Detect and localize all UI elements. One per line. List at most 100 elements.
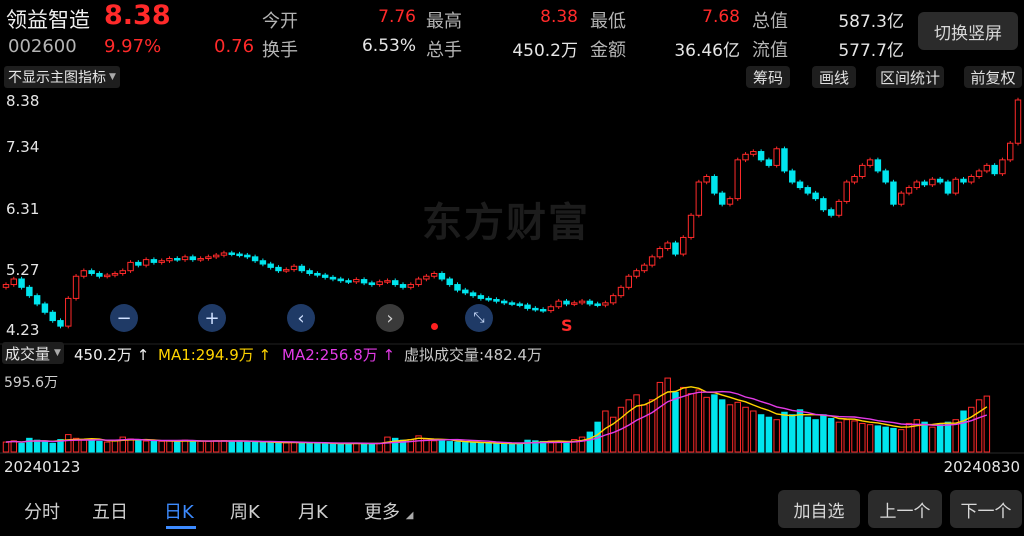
candle-body: [259, 260, 267, 265]
volume-bar: [26, 437, 33, 453]
add-watchlist-button[interactable]: 加自选: [778, 490, 860, 528]
stat-value-float: 577.7亿: [838, 41, 904, 61]
volume-bar: [80, 439, 88, 453]
stat-label-high: 最高: [426, 11, 462, 32]
volume-bar: [392, 437, 399, 453]
volume-bar: [298, 442, 306, 453]
candle-body: [983, 164, 991, 172]
volume-bar: [680, 386, 687, 453]
candle-body: [594, 303, 601, 306]
candle-body: [10, 278, 18, 286]
volume-bar: [454, 441, 461, 453]
candle-body: [166, 258, 173, 262]
zoom-out-icon[interactable]: −: [110, 304, 138, 332]
volume-bar: [547, 440, 555, 453]
volume-bar: [726, 404, 734, 453]
scroll-right-icon[interactable]: ›: [376, 304, 404, 332]
candle-body: [236, 253, 243, 257]
stat-label-amount: 金额: [590, 40, 626, 61]
tab-five-day[interactable]: 五日: [92, 502, 128, 523]
volume-bar: [72, 437, 80, 453]
candle-body: [680, 236, 687, 255]
candle-body: [571, 302, 578, 305]
volume-bar: [571, 439, 578, 453]
candle-body: [586, 300, 594, 305]
up-arrow-icon: ↑: [382, 346, 396, 364]
chip-cost-distribution[interactable]: 筹码: [746, 66, 790, 88]
volume-bar: [337, 443, 344, 453]
stat-label-turnover: 换手: [262, 40, 298, 61]
candle-body: [1006, 142, 1014, 161]
previous-stock-button[interactable]: 上一个: [868, 490, 942, 528]
volume-bar: [687, 393, 695, 453]
candle-body: [96, 272, 103, 277]
volume-bar: [602, 410, 609, 453]
candle-body: [197, 258, 204, 261]
chip-forward-adjust[interactable]: 前复权: [964, 66, 1022, 88]
candle-body: [407, 284, 415, 288]
stat-value-turnover: 6.53%: [361, 36, 416, 56]
candle-body: [944, 181, 952, 194]
volume-bar: [251, 441, 259, 453]
volume-bar: [859, 422, 866, 453]
tab-more-label: 更多: [364, 502, 400, 523]
candle-body: [41, 303, 49, 313]
volume-bar: [18, 442, 25, 453]
volume-bar: [283, 442, 290, 453]
candle-body: [2, 284, 10, 288]
chip-draw-line[interactable]: 画线: [812, 66, 856, 88]
tab-monthly-k[interactable]: 月K: [298, 502, 328, 523]
switch-portrait-button[interactable]: 切换竖屏: [918, 12, 1018, 50]
candle-body: [298, 265, 306, 272]
chip-range-stats[interactable]: 区间统计: [876, 66, 944, 88]
candle-body: [1014, 99, 1022, 144]
candle-body: [773, 148, 780, 166]
candle-body: [563, 300, 570, 305]
stat-label-float: 流值: [752, 40, 788, 61]
candle-body: [500, 300, 508, 304]
volume-bar: [212, 440, 220, 453]
candle-body: [135, 261, 142, 266]
volume-bar: [158, 440, 165, 453]
next-stock-button[interactable]: 下一个: [950, 490, 1022, 528]
candle-body: [267, 263, 274, 268]
candle-body: [360, 279, 368, 284]
volume-bar: [244, 441, 251, 453]
tab-daily-k[interactable]: 日K: [164, 502, 194, 523]
tab-weekly-k[interactable]: 周K: [230, 502, 260, 523]
stock-name: 领益智造: [6, 8, 90, 32]
candle-body: [617, 286, 625, 297]
candle-body: [718, 192, 726, 205]
zoom-in-icon[interactable]: +: [198, 304, 226, 332]
volume-bar: [952, 419, 959, 453]
candle-body: [158, 260, 165, 263]
volume-bar: [485, 442, 492, 453]
tab-intraday[interactable]: 分时: [24, 502, 60, 523]
candle-body: [220, 252, 228, 256]
volume-bar: [905, 422, 913, 453]
collapse-icon[interactable]: ⤡: [465, 304, 493, 332]
candle-body: [80, 270, 88, 277]
date-start: 20240123: [4, 458, 81, 476]
volume-bar: [236, 440, 243, 453]
candle-body: [711, 175, 718, 194]
volume-bar: [228, 440, 235, 453]
volume-bar: [968, 406, 975, 453]
volume-ma2-value: MA2:256.8万: [282, 346, 378, 364]
stat-value-amount: 36.46亿: [674, 41, 740, 61]
scroll-left-icon[interactable]: ‹: [287, 304, 315, 332]
volume-bar: [181, 439, 189, 453]
candle-body: [898, 192, 905, 205]
candle-body: [734, 159, 741, 200]
candle-body: [103, 274, 111, 278]
candle-body: [968, 175, 975, 183]
volume-ma2-line: [5, 390, 988, 445]
tab-more[interactable]: 更多 ◢: [364, 498, 413, 524]
volume-bar: [983, 395, 991, 453]
candle-body: [936, 178, 944, 183]
stat-label-low: 最低: [590, 11, 626, 32]
indicator-select[interactable]: 不显示主图指标 ▼: [4, 66, 120, 88]
volume-bar: [975, 399, 983, 453]
volume-indicator-select[interactable]: 成交量 ▼: [2, 342, 64, 364]
